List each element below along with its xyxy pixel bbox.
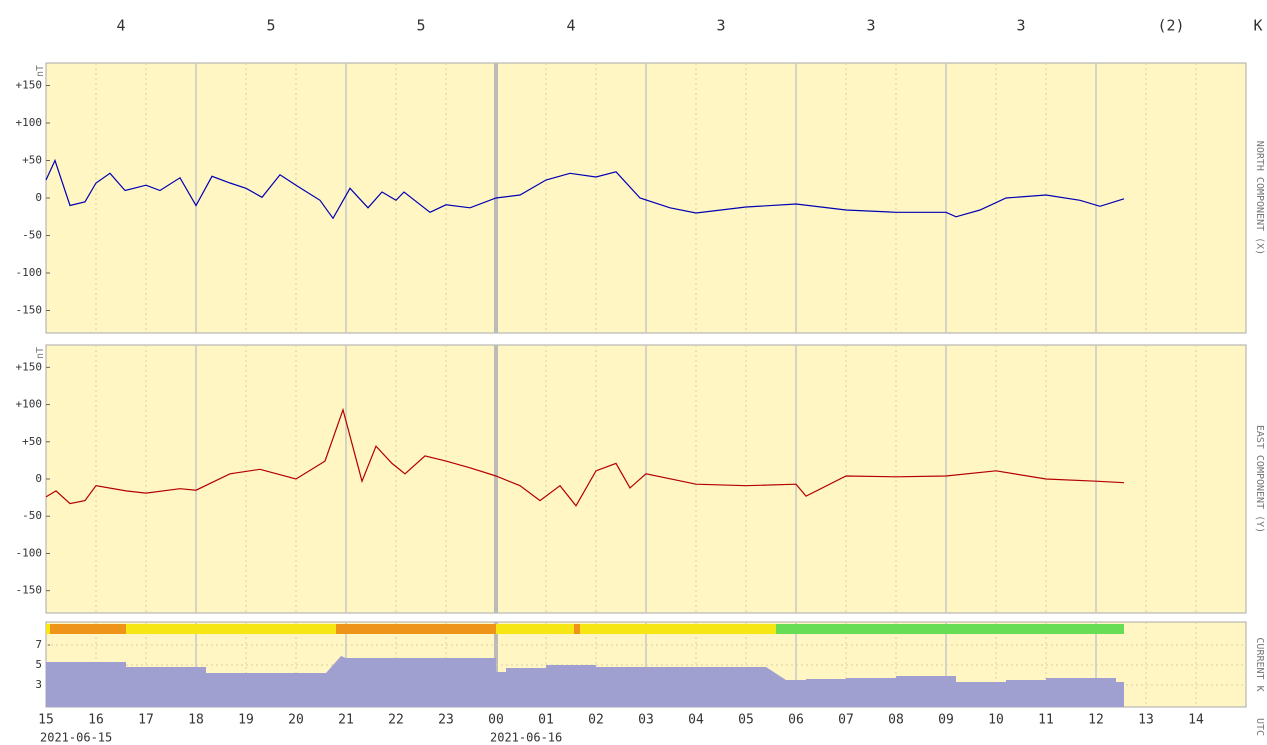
x-tick-label: 21 [338, 713, 354, 728]
area [46, 656, 1124, 707]
y-tick-label: 3 [35, 678, 42, 691]
y-tick-label: -150 [16, 304, 43, 317]
x-tick-label: 04 [688, 713, 704, 728]
unit-label: nT [35, 347, 46, 359]
y-tick-label: 0 [35, 191, 42, 204]
y-tick-label: 7 [35, 638, 42, 651]
y-tick-label: +150 [16, 79, 43, 92]
y-tick-label: +100 [16, 116, 43, 129]
date-label: 2021-06-16 [490, 731, 562, 745]
activity-segment [50, 624, 126, 634]
x-tick-label: 23 [438, 713, 454, 728]
date-label: 2021-06-15 [40, 731, 112, 745]
x-tick-label: 02 [588, 713, 604, 728]
line [45, 158, 1125, 220]
k-index: 5 [266, 17, 275, 35]
activity-segment [574, 624, 580, 634]
unit-label: nT [35, 65, 46, 77]
line [45, 407, 1125, 507]
x-tick-label: 00 [488, 713, 504, 728]
x-tick-label: 07 [838, 713, 854, 728]
x-tick-label: 03 [638, 713, 654, 728]
y-tick-label: 0 [35, 472, 42, 485]
y-tick-label: -50 [22, 229, 42, 242]
x-tick-label: 06 [788, 713, 804, 728]
activity-segment [496, 624, 574, 634]
x-tick-label: 14 [1188, 713, 1204, 728]
x-tick-label: 16 [88, 713, 104, 728]
k-index: 4 [566, 17, 575, 35]
k-index: 3 [716, 17, 725, 35]
k-index: 3 [866, 17, 875, 35]
x-tick-label: 10 [988, 713, 1004, 728]
x-tick-label: 17 [138, 713, 154, 728]
x-tick-label: 05 [738, 713, 754, 728]
activity-segment [776, 624, 1124, 634]
panel-label: NORTH COMPONENT (X) [1254, 141, 1265, 255]
x-tick-label: 22 [388, 713, 404, 728]
panel-label: EAST COMPONENT (Y) [1254, 425, 1265, 533]
x-tick-label: 11 [1038, 713, 1054, 728]
y-tick-label: 5 [35, 658, 42, 671]
y-tick-label: +100 [16, 398, 43, 411]
x-tick-label: 18 [188, 713, 204, 728]
activity-segment [580, 624, 776, 634]
y-tick-label: -150 [16, 584, 43, 597]
y-tick-label: +50 [22, 435, 42, 448]
x-tick-label: 13 [1138, 713, 1154, 728]
x-tick-label: 12 [1088, 713, 1104, 728]
activity-segment [46, 624, 50, 634]
k-index: (2) [1157, 17, 1184, 35]
activity-segment [336, 624, 496, 634]
x-tick-label: 15 [38, 713, 54, 728]
y-tick-label: +50 [22, 154, 42, 167]
k-index: 5 [416, 17, 425, 35]
x-tick-label: 09 [938, 713, 954, 728]
x-tick-label: 08 [888, 713, 904, 728]
y-tick-label: -100 [16, 266, 43, 279]
y-tick-label: -100 [16, 546, 43, 559]
panel-label: CURRENT K [1254, 637, 1265, 691]
y-tick-label: +150 [16, 360, 43, 373]
x-tick-label: 01 [538, 713, 554, 728]
x-tick-label: 19 [238, 713, 254, 728]
x-tick-label: 20 [288, 713, 304, 728]
k-label: K [1253, 17, 1262, 35]
k-index: 4 [116, 17, 125, 35]
k-index: 3 [1016, 17, 1025, 35]
activity-segment [126, 624, 336, 634]
utc-label: UTC [1254, 718, 1265, 736]
y-tick-label: -50 [22, 509, 42, 522]
